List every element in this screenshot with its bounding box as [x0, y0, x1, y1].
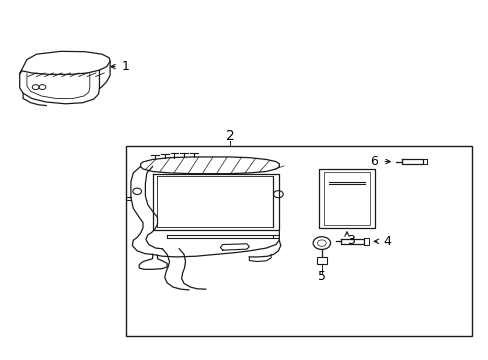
Text: 1: 1: [121, 60, 129, 73]
Text: 4: 4: [383, 235, 391, 248]
Bar: [324, 172, 369, 225]
Bar: [319, 169, 374, 228]
Bar: [126, 146, 471, 336]
Text: 5: 5: [317, 270, 325, 283]
Text: 6: 6: [370, 155, 378, 168]
Bar: [316, 257, 326, 264]
Text: 2: 2: [225, 129, 234, 143]
Text: 3: 3: [346, 234, 354, 247]
